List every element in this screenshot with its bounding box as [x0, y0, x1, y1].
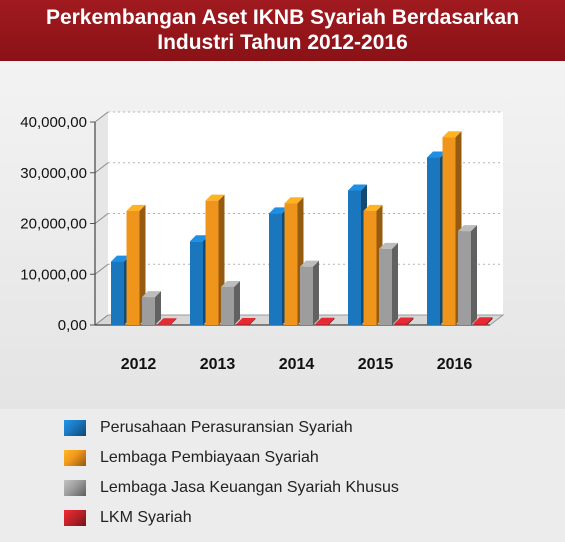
bar-2015-4-side — [407, 317, 414, 325]
bar-2012-4 — [157, 324, 171, 325]
bar-2012-1 — [111, 261, 124, 325]
bar-2014-4-top — [315, 317, 335, 324]
bar-2013-1-top — [190, 235, 209, 242]
bar-2016-3 — [458, 231, 471, 325]
bar-2015-2 — [363, 210, 377, 325]
bar-2014-2 — [284, 203, 298, 325]
bar-2015-4-top — [394, 317, 414, 324]
bar-2012-3 — [142, 297, 155, 325]
bar-2013-4 — [236, 323, 250, 325]
x-tick-label: 2015 — [358, 356, 394, 373]
bar-2012-2-top — [126, 204, 146, 211]
chart-title: Perkembangan Aset IKNB Syariah Berdasark… — [0, 0, 565, 61]
bar-2014-3-top — [300, 260, 319, 267]
y-axis-tick-depth — [94, 314, 109, 326]
x-tick-label: 2012 — [121, 356, 157, 373]
bar-2015-2-top — [363, 204, 383, 211]
bar-2012-2 — [126, 210, 140, 325]
bar-2012-4-top — [157, 318, 177, 325]
bar-2016-3-side — [471, 225, 477, 325]
legend-item: Lembaga Pembiayaan Syariah — [64, 446, 319, 470]
y-axis-tick-depth — [94, 263, 109, 275]
bar-2013-3-side — [234, 280, 240, 325]
y-tick-label: 10,000,00 — [20, 266, 87, 283]
chart-title-line-1: Perkembangan Aset IKNB Syariah Berdasark… — [45, 6, 520, 29]
bar-2012-3-side — [155, 291, 161, 325]
bar-2012-3-top — [142, 291, 161, 298]
bar-2016-4 — [473, 323, 487, 325]
legend-item: LKM Syariah — [64, 506, 192, 530]
bar-2015-3-side — [392, 242, 398, 325]
bar-2015-3-top — [379, 242, 398, 249]
legend-item: Perusahaan Perasuransian Syariah — [64, 416, 353, 440]
bar-2016-1-top — [427, 151, 446, 158]
y-tick-label: 20,000,00 — [20, 216, 87, 233]
bar-2013-4-side — [249, 317, 256, 325]
bar-2014-2-top — [284, 197, 304, 204]
bar-2016-2-top — [442, 131, 462, 138]
bar-2014-1 — [269, 213, 282, 325]
legend-label: Perusahaan Perasuransian Syariah — [100, 419, 353, 436]
y-axis-tick-depth — [94, 162, 109, 174]
bar-2013-2 — [205, 200, 219, 325]
legend-item: Lembaga Jasa Keuangan Syariah Khusus — [64, 476, 399, 500]
bar-2014-4-side — [328, 317, 335, 325]
bar-2015-3 — [379, 248, 392, 325]
bar-2015-1-top — [348, 184, 367, 191]
legend-swatch — [64, 420, 86, 436]
bar-2015-1 — [348, 190, 361, 325]
legend-swatch — [64, 480, 86, 496]
legend-swatch — [64, 510, 86, 526]
x-tick-label: 2013 — [200, 356, 236, 373]
bar-2012-2-side — [139, 204, 146, 325]
bar-2012-4-side — [170, 318, 177, 325]
x-tick-label: 2016 — [437, 356, 473, 373]
legend-label: Lembaga Jasa Keuangan Syariah Khusus — [100, 479, 399, 496]
bar-2014-4 — [315, 323, 329, 325]
bar-2016-3-top — [458, 225, 477, 232]
legend-swatch — [64, 450, 86, 466]
y-axis-tick-depth — [94, 213, 109, 224]
y-tick-label: 0,00 — [58, 317, 87, 334]
bar-2016-4-side — [486, 317, 493, 325]
legend: Perusahaan Perasuransian Syariah Lembaga … — [0, 409, 565, 542]
chart-area: 0,00 10,000,00 20,000,00 30,000,00 40,000,00… — [0, 61, 565, 409]
bar-2013-4-top — [236, 317, 256, 324]
bar-2015-4 — [394, 323, 408, 325]
bar-2016-1 — [427, 157, 440, 325]
chart-title-line-2: Industri Tahun 2012-2016 — [157, 31, 408, 54]
bar-2013-3-top — [221, 280, 240, 287]
bar-2014-3-side — [313, 260, 319, 325]
y-tick-label: 30,000,00 — [20, 165, 87, 182]
bar-2013-1 — [190, 241, 203, 325]
bar-2016-2 — [442, 137, 456, 325]
bar-2016-4-top — [473, 317, 493, 324]
legend-label: LKM Syariah — [100, 509, 192, 526]
y-tick-label: 40,000,00 — [20, 114, 87, 131]
bar-chart: 0,00 10,000,00 20,000,00 30,000,00 40,000,00… — [20, 111, 505, 373]
x-tick-label: 2014 — [279, 356, 315, 373]
bar-2013-3 — [221, 286, 234, 325]
y-axis-tick-depth — [94, 111, 109, 123]
bar-2012-1-top — [111, 255, 130, 262]
bar-2014-1-top — [269, 207, 288, 214]
bar-2013-2-top — [205, 194, 225, 201]
bar-2014-3 — [300, 266, 313, 325]
legend-label: Lembaga Pembiayaan Syariah — [100, 449, 319, 466]
